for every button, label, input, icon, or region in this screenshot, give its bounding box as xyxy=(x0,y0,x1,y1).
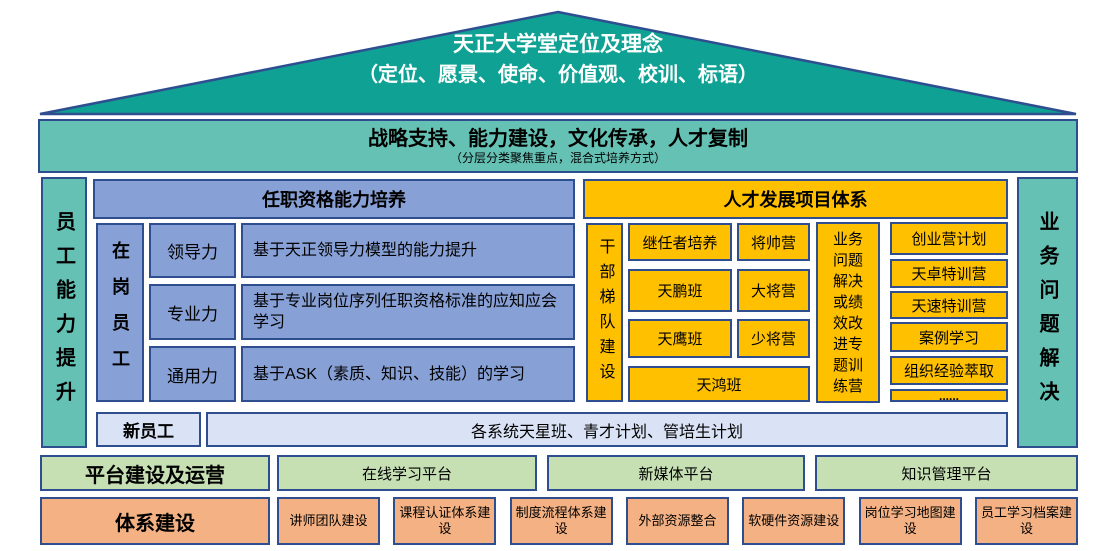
employee-capability-label: 员工能力提升 xyxy=(52,210,75,415)
program-box-tianzhuo-camp: 天卓特训营 xyxy=(890,259,1008,288)
program-box-shaojiang-camp: 少将营 xyxy=(737,319,810,358)
training-camp-label: 业务 问题 解决 或绩 效改 进专 题训 练营 xyxy=(832,230,863,395)
platform-item-elearning: 在线学习平台 xyxy=(277,455,537,491)
talent-section-header: 人才发展项目体系 xyxy=(583,179,1008,219)
system-row-label: 体系建设 xyxy=(40,497,270,545)
program-box-tianpeng-class: 天鹏班 xyxy=(628,269,732,312)
program-box-dajiang-camp: 大将营 xyxy=(737,269,810,312)
program-box-successor: 继任者培养 xyxy=(628,223,732,261)
roof-shape xyxy=(38,8,1078,116)
banner-subtitle: （分层分类聚焦重点，混合式培养方式） xyxy=(449,150,666,165)
system-item-learning-map: 岗位学习地图建设 xyxy=(858,497,962,545)
competency-desc-professional: 基于专业岗位序列任职资格标准的应知应会学习 xyxy=(241,284,575,340)
cadre-ladder-box: 干部梯队建设 xyxy=(586,223,623,402)
program-box-startup-camp: 创业营计划 xyxy=(890,222,1008,255)
competency-label-leadership: 领导力 xyxy=(149,223,236,278)
program-box-tianying-class: 天鹰班 xyxy=(628,319,732,358)
new-employee-programs: 各系统天星班、青才计划、管培生计划 xyxy=(206,412,1008,447)
platform-row-label: 平台建设及运营 xyxy=(40,455,270,491)
on-job-employee-box: 在岗员工 xyxy=(96,223,144,402)
system-item-course-certification: 课程认证体系建设 xyxy=(393,497,497,545)
banner-title: 战略支持、能力建设，文化传承，人才复制 xyxy=(368,127,748,150)
system-items-strip: 讲师团队建设 课程认证体系建设 制度流程体系建设 外部资源整合 软硬件资源建设 … xyxy=(277,497,1078,545)
platform-item-newmedia: 新媒体平台 xyxy=(547,455,805,491)
competency-label-general: 通用力 xyxy=(149,346,236,402)
program-box-jiangshuai-camp: 将帅营 xyxy=(737,223,810,261)
qualification-section-header: 任职资格能力培养 xyxy=(93,179,575,219)
program-box-tianhong-class: 天鸿班 xyxy=(628,366,810,402)
competency-desc-general: 基于ASK（素质、知识、技能）的学习 xyxy=(241,346,575,402)
system-item-trainer-team: 讲师团队建设 xyxy=(277,497,380,545)
business-problem-label: 业务问题解决 xyxy=(1036,210,1058,415)
business-problem-bar: 业务问题解决 xyxy=(1017,177,1078,448)
competency-label-professional: 专业力 xyxy=(149,284,236,340)
on-job-employee-label: 在岗员工 xyxy=(110,240,130,385)
cadre-ladder-label: 干部梯队建设 xyxy=(596,237,614,388)
program-box-ellipsis: ...... xyxy=(890,389,1008,402)
system-item-learning-archive: 员工学习档案建设 xyxy=(974,497,1078,545)
program-box-case-study: 案例学习 xyxy=(890,322,1008,352)
strategy-banner: 战略支持、能力建设，文化传承，人才复制 （分层分类聚焦重点，混合式培养方式） xyxy=(38,119,1078,173)
system-item-hardware-software: 软硬件资源建设 xyxy=(742,497,846,545)
system-item-process-system: 制度流程体系建设 xyxy=(509,497,613,545)
platform-item-knowledge: 知识管理平台 xyxy=(815,455,1078,491)
roof-triangle xyxy=(39,10,1077,116)
training-camp-tall-box: 业务 问题 解决 或绩 效改 进专 题训 练营 xyxy=(816,222,880,403)
competency-desc-leadership: 基于天正领导力模型的能力提升 xyxy=(241,223,575,278)
program-box-tiansu-camp: 天速特训营 xyxy=(890,291,1008,319)
program-box-org-experience: 组织经验萃取 xyxy=(890,356,1008,385)
new-employee-label: 新员工 xyxy=(96,412,201,447)
system-item-external-resources: 外部资源整合 xyxy=(625,497,729,545)
employee-capability-bar: 员工能力提升 xyxy=(41,177,87,448)
